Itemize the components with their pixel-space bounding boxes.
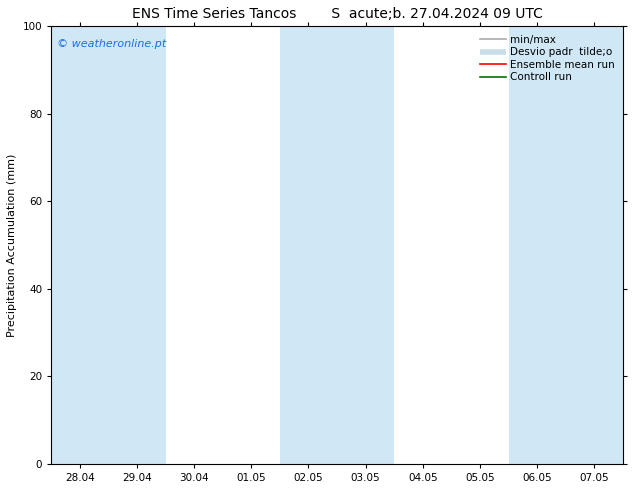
Bar [337,26,394,464]
Bar [280,26,337,464]
Legend: min/max, Desvio padr  tilde;o, Ensemble mean run, Controll run: min/max, Desvio padr tilde;o, Ensemble m… [477,31,618,86]
Bar [108,26,165,464]
Text: © weatheronline.pt: © weatheronline.pt [57,39,166,49]
Bar [566,26,623,464]
Title: ENS Time Series Tancos        S  acute;b. 27.04.2024 09 UTC: ENS Time Series Tancos S acute;b. 27.04.… [132,7,543,21]
Y-axis label: Precipitation Accumulation (mm): Precipitation Accumulation (mm) [7,153,17,337]
Bar [51,26,108,464]
Bar [508,26,566,464]
